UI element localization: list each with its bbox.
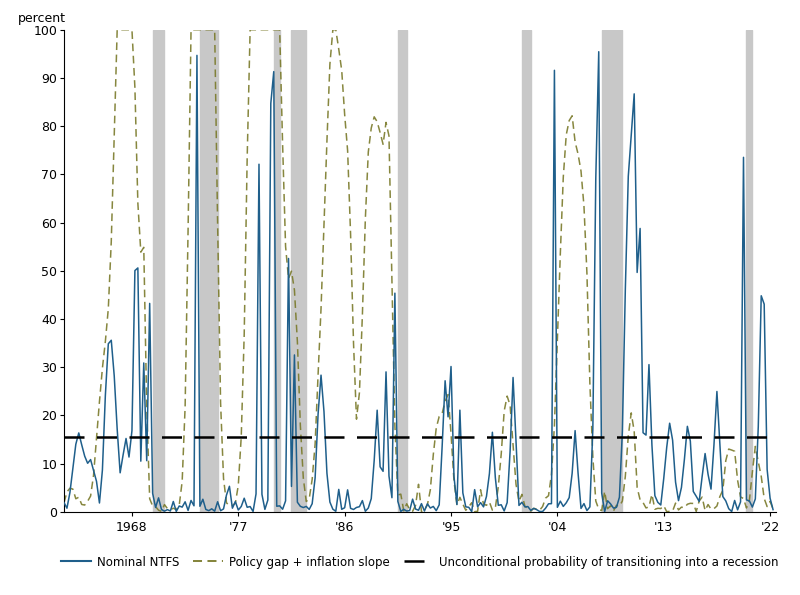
Bar (291, 30, 306, 512)
Bar (602, 30, 622, 512)
Bar (522, 30, 530, 512)
Bar (746, 30, 752, 512)
Text: percent: percent (18, 12, 66, 25)
Bar (200, 30, 218, 512)
Bar (153, 30, 165, 512)
Legend: Nominal NTFS, Policy gap + inflation slope, Unconditional probability of transit: Nominal NTFS, Policy gap + inflation slo… (57, 551, 783, 573)
Bar (398, 30, 406, 512)
Bar (274, 30, 280, 512)
